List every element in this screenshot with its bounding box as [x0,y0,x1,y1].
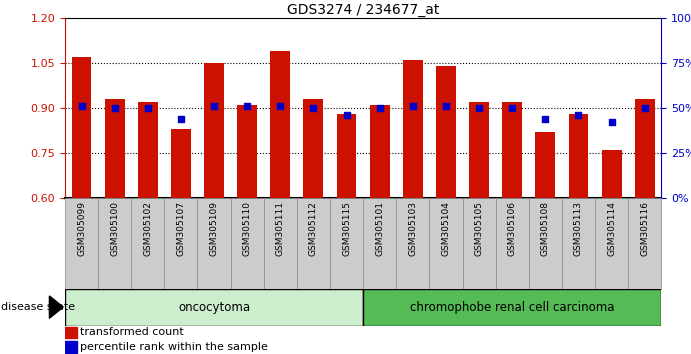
Bar [495,198,529,289]
Text: GSM305103: GSM305103 [408,201,417,256]
Bar [403,60,423,198]
Text: GSM305102: GSM305102 [143,201,152,256]
Point [507,105,518,111]
Point [76,104,87,109]
Bar [65,341,77,353]
Bar [171,129,191,198]
Bar [65,289,363,326]
Text: GSM305116: GSM305116 [641,201,650,256]
Text: GSM305115: GSM305115 [342,201,351,256]
Point [473,105,484,111]
Bar [264,198,297,289]
Point [142,105,153,111]
Point [308,105,319,111]
Bar [65,326,77,338]
Bar [436,66,456,198]
Point [639,105,650,111]
Bar [595,198,628,289]
Point [209,104,220,109]
Bar [469,102,489,198]
Bar [72,57,91,198]
Text: percentile rank within the sample: percentile rank within the sample [79,342,267,352]
Bar [370,105,390,198]
Text: GSM305104: GSM305104 [442,201,451,256]
Point [573,113,584,118]
Text: GSM305101: GSM305101 [375,201,384,256]
Text: GSM305105: GSM305105 [475,201,484,256]
Bar [105,99,124,198]
Bar [204,63,224,198]
Bar [536,132,556,198]
Bar [65,198,98,289]
Bar [297,198,330,289]
Text: oncocytoma: oncocytoma [178,301,250,314]
Text: GSM305106: GSM305106 [508,201,517,256]
Text: disease state: disease state [1,302,75,312]
Bar [363,289,661,326]
Text: GSM305110: GSM305110 [243,201,252,256]
Text: GSM305100: GSM305100 [110,201,119,256]
Point [109,105,120,111]
Text: GSM305111: GSM305111 [276,201,285,256]
Bar [529,198,562,289]
Text: GSM305107: GSM305107 [176,201,185,256]
Polygon shape [50,296,63,318]
Point [540,116,551,121]
Point [374,105,385,111]
Text: GSM305109: GSM305109 [209,201,218,256]
Bar [628,198,661,289]
Point [176,116,187,121]
Bar [270,51,290,198]
Bar [330,198,363,289]
Point [440,104,451,109]
Bar [502,102,522,198]
Point [407,104,418,109]
Bar [635,99,654,198]
Text: GSM305113: GSM305113 [574,201,583,256]
Bar [198,198,231,289]
Point [275,104,286,109]
Bar [231,198,264,289]
Point [341,113,352,118]
Title: GDS3274 / 234677_at: GDS3274 / 234677_at [287,3,439,17]
Text: GSM305099: GSM305099 [77,201,86,256]
Text: transformed count: transformed count [79,327,183,337]
Bar [363,198,396,289]
Point [606,119,617,124]
Bar [337,114,357,198]
Bar [562,198,595,289]
Text: GSM305108: GSM305108 [541,201,550,256]
Bar [98,198,131,289]
Point [242,104,253,109]
Bar [164,198,198,289]
Bar [138,102,158,198]
Bar [602,150,621,198]
Bar [429,198,462,289]
Bar [131,198,164,289]
Bar [569,114,589,198]
Bar [303,99,323,198]
Bar [237,105,257,198]
Text: chromophobe renal cell carcinoma: chromophobe renal cell carcinoma [410,301,614,314]
Bar [462,198,495,289]
Text: GSM305112: GSM305112 [309,201,318,256]
Bar [396,198,429,289]
Text: GSM305114: GSM305114 [607,201,616,256]
